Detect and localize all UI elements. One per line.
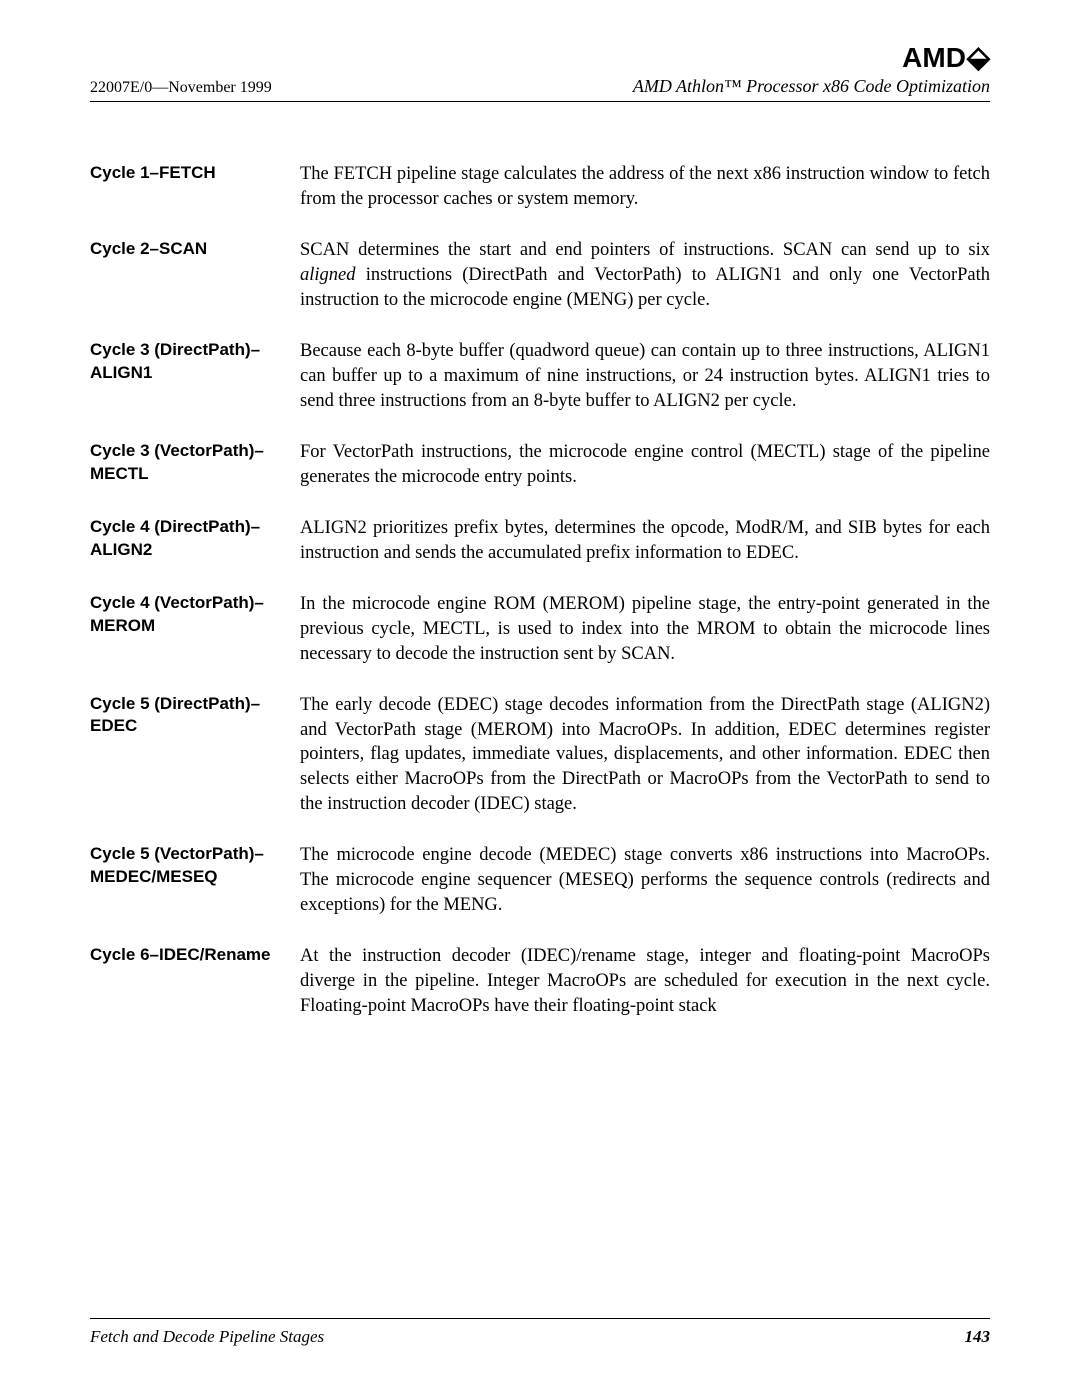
- stage-label: Cycle 6–IDEC/Rename: [90, 944, 280, 967]
- stage-description: SCAN determines the start and end pointe…: [300, 238, 990, 313]
- pipeline-stage-entry: Cycle 5 (VectorPath)–MEDEC/MESEQ The mic…: [90, 843, 990, 918]
- pipeline-stage-entry: Cycle 3 (DirectPath)–ALIGN1 Because each…: [90, 339, 990, 414]
- stage-label: Cycle 1–FETCH: [90, 162, 280, 185]
- stage-label: Cycle 2–SCAN: [90, 238, 280, 261]
- stage-description: In the microcode engine ROM (MEROM) pipe…: [300, 592, 990, 667]
- stage-label: Cycle 4 (DirectPath)–ALIGN2: [90, 516, 280, 562]
- content-area: Cycle 1–FETCH The FETCH pipeline stage c…: [90, 162, 990, 1019]
- stage-label: Cycle 4 (VectorPath)–MEROM: [90, 592, 280, 638]
- stage-description: The early decode (EDEC) stage decodes in…: [300, 693, 990, 818]
- document-id: 22007E/0—November 1999: [90, 79, 272, 97]
- pipeline-stage-entry: Cycle 5 (DirectPath)–EDEC The early deco…: [90, 693, 990, 818]
- stage-label: Cycle 3 (DirectPath)–ALIGN1: [90, 339, 280, 385]
- footer-section-title: Fetch and Decode Pipeline Stages: [90, 1327, 324, 1347]
- pipeline-stage-entry: Cycle 3 (VectorPath)–MECTL For VectorPat…: [90, 440, 990, 490]
- pipeline-stage-entry: Cycle 2–SCAN SCAN determines the start a…: [90, 238, 990, 313]
- logo-glyph-icon: ⬙: [967, 40, 990, 75]
- pipeline-stage-entry: Cycle 4 (VectorPath)–MEROM In the microc…: [90, 592, 990, 667]
- pipeline-stage-entry: Cycle 4 (DirectPath)–ALIGN2 ALIGN2 prior…: [90, 516, 990, 566]
- logo-text: AMD: [902, 42, 966, 74]
- pipeline-stage-entry: Cycle 1–FETCH The FETCH pipeline stage c…: [90, 162, 990, 212]
- page-header: 22007E/0—November 1999 AMD Athlon™ Proce…: [90, 76, 990, 102]
- stage-description: The FETCH pipeline stage calculates the …: [300, 162, 990, 212]
- stage-description: The microcode engine decode (MEDEC) stag…: [300, 843, 990, 918]
- stage-label: Cycle 5 (VectorPath)–MEDEC/MESEQ: [90, 843, 280, 889]
- page-footer: Fetch and Decode Pipeline Stages 143: [90, 1318, 990, 1347]
- stage-label: Cycle 3 (VectorPath)–MECTL: [90, 440, 280, 486]
- document-title: AMD Athlon™ Processor x86 Code Optimizat…: [633, 76, 990, 97]
- stage-description: At the instruction decoder (IDEC)/rename…: [300, 944, 990, 1019]
- brand-logo: AMD⬙: [902, 40, 990, 75]
- pipeline-stage-entry: Cycle 6–IDEC/Rename At the instruction d…: [90, 944, 990, 1019]
- stage-description: For VectorPath instructions, the microco…: [300, 440, 990, 490]
- stage-description: Because each 8-byte buffer (quadword que…: [300, 339, 990, 414]
- footer-page-number: 143: [965, 1327, 991, 1347]
- stage-label: Cycle 5 (DirectPath)–EDEC: [90, 693, 280, 739]
- stage-description: ALIGN2 prioritizes prefix bytes, determi…: [300, 516, 990, 566]
